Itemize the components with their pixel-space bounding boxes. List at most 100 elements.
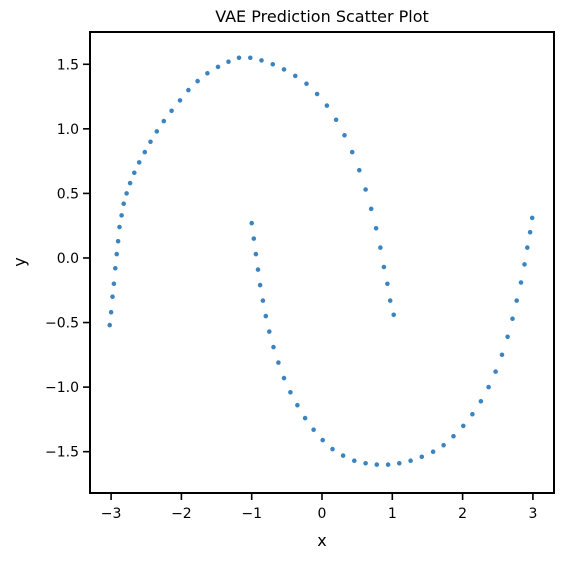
y-axis-ticks: −1.5 −1.0 −0.5 0.0 0.5 1.0 1.5 [45, 57, 90, 461]
scatter-point [529, 214, 536, 221]
scatter-point [108, 309, 114, 316]
scatter-point [302, 415, 308, 421]
scatter-point [255, 266, 261, 273]
scatter-point [185, 87, 192, 93]
y-tick-label: −1.0 [45, 380, 79, 396]
scatter-point [349, 149, 356, 155]
scatter-point [112, 265, 119, 272]
scatter-point [368, 205, 375, 212]
scatter-point [118, 212, 125, 219]
scatter-point [168, 107, 175, 114]
y-tick-label: −1.5 [45, 445, 79, 461]
scatter-point [362, 186, 369, 193]
scatter-point [492, 368, 499, 375]
scatter-point [275, 359, 282, 366]
x-tick-label: −1 [241, 506, 262, 522]
scatter-point [362, 460, 369, 467]
scatter-point [521, 261, 528, 268]
scatter-point [377, 244, 384, 251]
scatter-point [329, 446, 336, 452]
scatter-point [287, 389, 294, 396]
scatter-point [141, 149, 148, 155]
scatter-point [250, 235, 257, 242]
scatter-point [373, 225, 379, 232]
scatter-point [269, 61, 276, 68]
scatter-point [373, 461, 380, 468]
x-tick-label: 2 [458, 506, 467, 522]
scatter-point [499, 351, 505, 358]
scatter-point [247, 54, 254, 61]
scatter-point [509, 315, 516, 322]
scatter-point [252, 251, 259, 257]
scatter-point [380, 264, 387, 270]
scatter-point [310, 426, 317, 433]
scatter-point [303, 80, 310, 87]
scatter-point [356, 167, 363, 174]
scatter-point [266, 328, 273, 335]
x-axis-label: x [317, 531, 326, 550]
scatter-point [106, 322, 113, 328]
scatter-point [513, 297, 520, 304]
scatter-point [147, 138, 154, 145]
x-tick-label: −2 [171, 506, 192, 522]
y-tick-label: 1.0 [57, 122, 79, 138]
scatter-point [111, 280, 117, 287]
scatter-point [450, 433, 457, 440]
scatter-point [440, 442, 447, 449]
y-tick-label: 1.5 [57, 57, 79, 73]
scatter-point [153, 128, 160, 135]
scatter-point [294, 402, 301, 409]
y-tick-label: 0.0 [57, 251, 79, 267]
scatter-point [524, 244, 531, 251]
scatter-point [469, 411, 476, 418]
scatter-point [387, 297, 394, 304]
scatter-point [127, 180, 134, 186]
scatter-point [323, 102, 330, 109]
scatter-point [109, 293, 116, 300]
scatter-point [430, 448, 436, 455]
scatter-point [204, 70, 211, 77]
scatter-point [236, 54, 242, 61]
scatter-point [215, 64, 221, 70]
x-tick-label: 3 [528, 506, 537, 522]
scatter-point [259, 297, 266, 304]
y-tick-label: 0.5 [57, 186, 79, 202]
scatter-point [384, 280, 391, 287]
scatter-point [485, 384, 492, 390]
scatter-point [258, 57, 265, 64]
scatter-point [120, 200, 127, 207]
points-layer [106, 54, 536, 468]
y-tick-label: −0.5 [45, 316, 79, 332]
scatter-point [333, 116, 339, 123]
scatter-point [270, 344, 277, 350]
scatter-point [527, 229, 533, 236]
x-tick-label: −3 [101, 506, 122, 522]
scatter-point [396, 460, 403, 467]
scatter-point [477, 398, 484, 405]
scatter-point [262, 313, 269, 319]
scatter-point [160, 118, 167, 124]
scatter-point [292, 73, 299, 79]
scatter-point [123, 190, 130, 197]
scatter-point [385, 461, 391, 468]
scatter-point [131, 169, 138, 176]
scatter-point [504, 333, 511, 340]
x-axis-ticks: −3 −2 −1 0 1 2 3 [101, 493, 537, 522]
scatter-point [340, 452, 346, 459]
scatter-point [407, 457, 414, 464]
scatter-point [418, 453, 425, 460]
scatter-point [225, 58, 232, 65]
scatter-point [390, 311, 397, 318]
y-axis-label: y [10, 257, 29, 266]
x-tick-label: 1 [388, 506, 397, 522]
scatter-point [177, 97, 183, 104]
scatter-point [351, 457, 358, 464]
scatter-point [257, 282, 263, 288]
scatter-point [136, 159, 143, 166]
scatter-point [281, 375, 287, 381]
scatter-point [460, 422, 467, 429]
scatter-point [341, 132, 348, 139]
chart-title: VAE Prediction Scatter Plot [215, 7, 429, 26]
